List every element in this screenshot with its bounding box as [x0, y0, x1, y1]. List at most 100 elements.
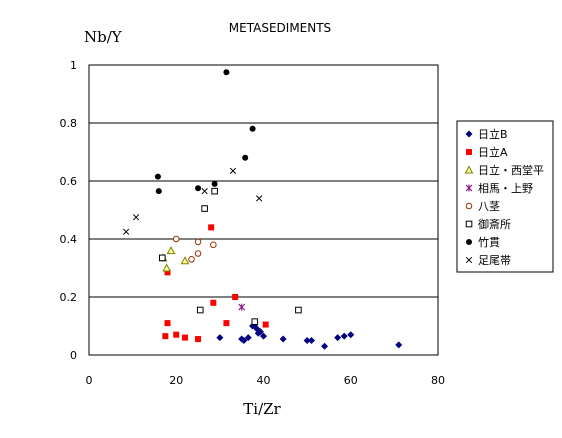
data-point	[244, 334, 252, 342]
data-point	[232, 294, 239, 300]
data-point	[194, 250, 202, 257]
data-point	[195, 336, 202, 343]
y-tick-label: 0.8	[60, 117, 78, 130]
data-point	[211, 187, 218, 195]
data-point	[181, 334, 188, 341]
data-point	[194, 238, 202, 246]
data-point	[172, 235, 180, 243]
legend-item: 相馬・上野	[465, 182, 533, 195]
legend-item: 八茎	[465, 200, 500, 213]
data-point	[210, 299, 217, 306]
legend-item: 足尾帯	[465, 254, 511, 267]
gridlines	[89, 64, 438, 356]
legend-marker	[465, 202, 473, 210]
data-point	[188, 256, 195, 263]
series-8	[122, 167, 263, 235]
data-point	[155, 188, 162, 195]
legend-marker	[465, 184, 473, 192]
series-5	[172, 235, 217, 263]
legend-label: 相馬・上野	[478, 182, 533, 195]
data-point	[321, 342, 329, 350]
plot-area	[88, 64, 439, 356]
data-point	[201, 187, 208, 195]
legend-marker	[465, 220, 473, 228]
legend-label: 日立・西堂平	[478, 163, 544, 177]
series-4	[238, 303, 246, 311]
data-point	[262, 321, 269, 328]
y-tick-label: 0.6	[60, 175, 78, 188]
legend-item: 日立B	[465, 127, 508, 141]
data-point	[201, 205, 208, 212]
y-axis-label: Nb/Y	[84, 28, 123, 46]
legend-label: 御斎所	[478, 217, 511, 231]
data-point	[303, 337, 311, 344]
data-point	[307, 337, 315, 344]
data-point	[132, 214, 140, 221]
legend-label: 竹貫	[478, 235, 500, 249]
legend-marker	[466, 239, 472, 245]
x-tick-label: 20	[169, 374, 183, 387]
data-point	[240, 337, 248, 344]
series-6	[158, 187, 302, 325]
y-tick-label: 0.2	[60, 291, 78, 304]
x-axis-label: Ti/Zr	[243, 400, 281, 418]
legend-label: 日立A	[478, 145, 508, 159]
x-tick-label: 0	[86, 374, 93, 387]
data-point	[208, 224, 215, 231]
y-tick-label: 0.4	[60, 233, 78, 246]
data-point	[216, 334, 224, 342]
data-points	[122, 69, 403, 350]
y-tick-label: 1	[70, 59, 77, 72]
series-7	[154, 69, 256, 195]
x-tick-label: 60	[344, 374, 358, 387]
legend-marker	[464, 165, 474, 174]
data-point	[211, 180, 218, 187]
legend-item: 日立A	[466, 145, 508, 159]
data-point	[223, 69, 230, 76]
y-tick-label: 0	[70, 349, 77, 362]
data-point	[122, 228, 130, 235]
legend-item: 御斎所	[465, 217, 511, 231]
data-point	[256, 328, 264, 336]
data-point	[242, 154, 249, 161]
data-point	[223, 320, 230, 327]
series-2	[162, 224, 269, 343]
legend-marker	[465, 130, 473, 138]
data-point	[196, 306, 204, 314]
data-point	[166, 246, 176, 255]
data-point	[238, 303, 246, 311]
y-tick-labels: 0 0.2 0.4 0.6 0.8 1	[60, 59, 78, 362]
legend-marker	[466, 149, 472, 155]
data-point	[154, 173, 161, 180]
x-tick-label: 40	[257, 374, 271, 387]
data-point	[251, 318, 259, 325]
data-point	[255, 195, 263, 202]
series-1	[216, 321, 403, 350]
data-point	[347, 331, 355, 339]
data-point	[158, 254, 166, 262]
data-point	[195, 185, 202, 192]
x-tick-labels: 0 20 40 60 80	[86, 374, 446, 387]
data-point	[340, 332, 348, 340]
data-point	[164, 320, 171, 327]
legend-label: 足尾帯	[478, 254, 511, 267]
data-point	[210, 241, 217, 249]
data-point	[180, 256, 190, 265]
legend-marker	[465, 256, 473, 264]
legend-item: 竹貫	[466, 235, 500, 249]
data-point	[334, 334, 342, 342]
data-point	[279, 335, 287, 343]
x-tick-label: 80	[431, 374, 445, 387]
data-point	[162, 333, 169, 340]
data-point	[295, 306, 302, 314]
legend-label: 八茎	[478, 200, 500, 213]
legend-box	[456, 120, 554, 273]
chart-title: METASEDIMENTS	[229, 21, 331, 35]
legend-item: 日立・西堂平	[464, 163, 544, 177]
legend-label: 日立B	[478, 127, 508, 141]
data-point	[229, 167, 237, 175]
data-point	[173, 331, 180, 338]
